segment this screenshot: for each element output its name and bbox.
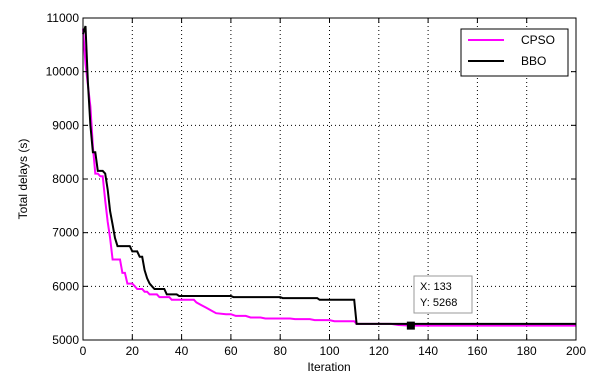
- data-tip-marker[interactable]: [406, 321, 415, 330]
- data-tip[interactable]: X: 133 Y: 5268: [406, 275, 473, 330]
- x-tick-label: 200: [566, 344, 586, 358]
- grid-lines: [83, 18, 576, 340]
- x-tick-label: 100: [319, 344, 339, 358]
- y-tick-label: 7000: [52, 226, 79, 240]
- y-tick-label: 6000: [52, 279, 79, 293]
- x-tick-label: 80: [274, 344, 288, 358]
- series-line-bbo: [82, 25, 576, 325]
- x-tick-label: 180: [517, 344, 537, 358]
- data-tip-y-label: Y: 5268: [420, 297, 457, 309]
- y-tick-label: 8000: [52, 172, 79, 186]
- x-tick-label: 20: [126, 344, 140, 358]
- x-tick-label: 160: [467, 344, 487, 358]
- y-axis-title: Total delays (s): [16, 139, 30, 220]
- legend[interactable]: CPSO BBO: [460, 28, 569, 77]
- y-tick-label: 11000: [47, 11, 80, 25]
- data-tip-x-label: X: 133: [420, 281, 452, 293]
- x-tick-label: 140: [418, 344, 438, 358]
- legend-label-bbo: BBO: [521, 54, 546, 68]
- x-tick-label: 120: [369, 344, 389, 358]
- legend-box: [460, 28, 569, 77]
- series-line-cpso: [82, 28, 576, 327]
- y-tick-label: 9000: [52, 118, 79, 132]
- x-tick-label: 40: [175, 344, 189, 358]
- x-tick-label: 60: [224, 344, 238, 358]
- x-axis-title: Iteration: [307, 360, 350, 374]
- y-tick-label: 10000: [46, 65, 80, 79]
- series-layer: [82, 25, 576, 327]
- y-tick-label: 5000: [52, 333, 79, 347]
- data-tip-box: [413, 275, 473, 314]
- axis-ticks: 0 20 40 60 80 100 120 140 160 180 200 5000 6000 7000 8…: [46, 11, 587, 358]
- legend-label-cpso: CPSO: [521, 33, 555, 47]
- x-tick-label: 0: [80, 344, 87, 358]
